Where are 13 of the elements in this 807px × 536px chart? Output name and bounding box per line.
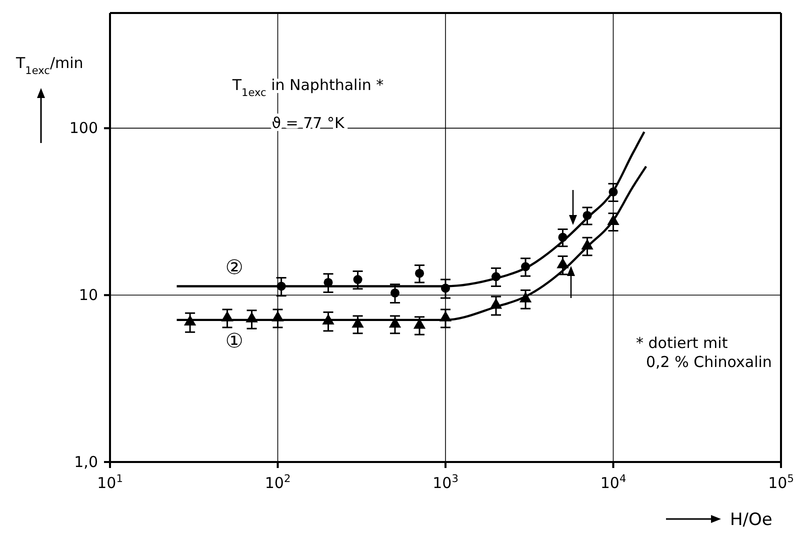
x-axis-title: H/Oe bbox=[730, 510, 772, 530]
x-tick-label: 10$^{5}$ bbox=[768, 473, 794, 492]
annotation: * dotiert mit 0,2 % Chinoxalin bbox=[636, 334, 772, 371]
series-label: ② bbox=[225, 254, 244, 279]
x-tick-label: 10$^{4}$ bbox=[600, 473, 626, 492]
y-tick-label: 1,0 bbox=[74, 453, 98, 471]
x-tick-label: 10$^{1}$ bbox=[97, 473, 123, 492]
x-tick-label: 10$^{2}$ bbox=[264, 473, 291, 492]
y-tick-label: 100 bbox=[69, 119, 98, 138]
y-axis-title: T$_{1exc}$/min bbox=[15, 54, 84, 77]
x-tick-label: 10$^{3}$ bbox=[432, 473, 458, 492]
y-tick-label: 10 bbox=[78, 286, 98, 304]
series-label: ① bbox=[225, 328, 244, 353]
